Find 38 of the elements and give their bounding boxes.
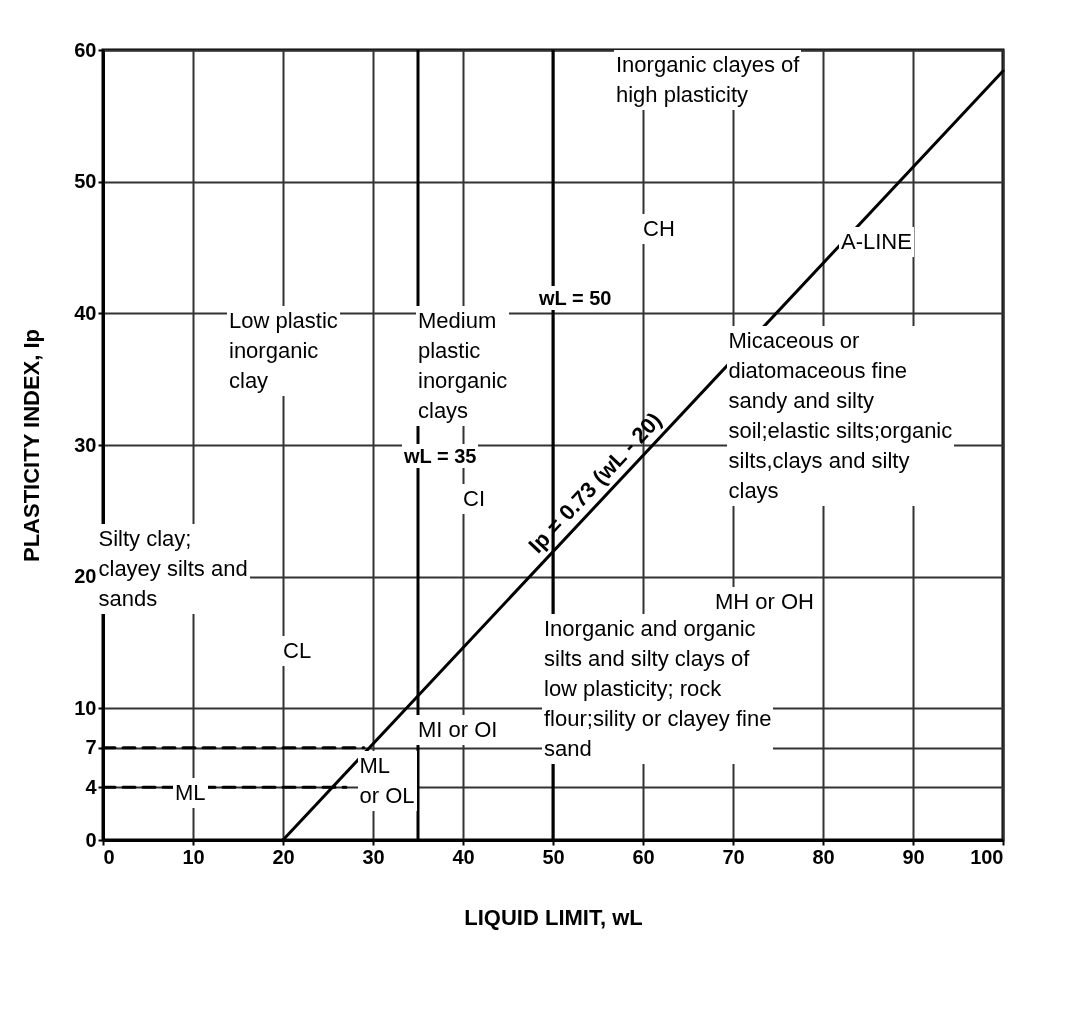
y-tick-label: 40 bbox=[74, 301, 97, 324]
x-tick-label: 70 bbox=[722, 845, 745, 868]
annotation: Silty clay; clayey silts and sands bbox=[96, 523, 250, 614]
y-tick-label: 0 bbox=[85, 828, 97, 851]
annotation: Inorganic clayes of high plasticity bbox=[614, 49, 802, 110]
annotation: MI or OI bbox=[416, 714, 500, 745]
annotation: ML or OL bbox=[357, 751, 417, 812]
y-tick-label: 7 bbox=[85, 736, 97, 759]
y-tick-label: 30 bbox=[74, 433, 97, 456]
ref-line-label: wL = 50 bbox=[537, 286, 614, 311]
y-tick-label: 50 bbox=[74, 170, 97, 193]
y-axis-title: PLASTICITY INDEX, Ip bbox=[19, 328, 45, 563]
x-tick-label: 0 bbox=[103, 845, 115, 868]
x-tick-label: 90 bbox=[902, 845, 925, 868]
x-tick-label: 10 bbox=[182, 845, 205, 868]
annotation: MH or OH bbox=[713, 586, 816, 617]
x-tick-label: 100 bbox=[970, 845, 1004, 868]
y-tick-label: 60 bbox=[74, 38, 97, 61]
annotation: Inorganic and organic silts and silty clays of low plasticity; rock flour;sility or clayey fine sand bbox=[542, 614, 774, 765]
annotation: CL bbox=[281, 635, 314, 666]
x-tick-label: 60 bbox=[632, 845, 655, 868]
annotation: CI bbox=[461, 484, 487, 514]
y-tick-label: 10 bbox=[74, 696, 97, 719]
annotation: ML bbox=[173, 777, 208, 808]
annotation: Low plastic inorganic clay bbox=[227, 306, 340, 397]
x-tick-label: 80 bbox=[812, 845, 835, 868]
y-tick-label: 20 bbox=[74, 565, 97, 588]
x-axis-title: LIQUID LIMIT, wL bbox=[464, 904, 643, 930]
annotation: A-LINE bbox=[839, 227, 914, 258]
x-tick-label: 30 bbox=[362, 845, 385, 868]
x-tick-label: 20 bbox=[272, 845, 295, 868]
annotation: Micaceous or diatomaceous fine sandy and silty soil;elastic silts;organic silts,clays and silty clays bbox=[726, 326, 955, 506]
y-tick-label: 4 bbox=[85, 775, 98, 798]
x-tick-label: 50 bbox=[542, 845, 565, 868]
ref-line-label: wL = 35 bbox=[402, 444, 479, 469]
annotation: CH bbox=[641, 213, 677, 244]
annotation: Medium plastic inorganic clays bbox=[416, 306, 510, 427]
x-tick-label: 40 bbox=[452, 845, 475, 868]
